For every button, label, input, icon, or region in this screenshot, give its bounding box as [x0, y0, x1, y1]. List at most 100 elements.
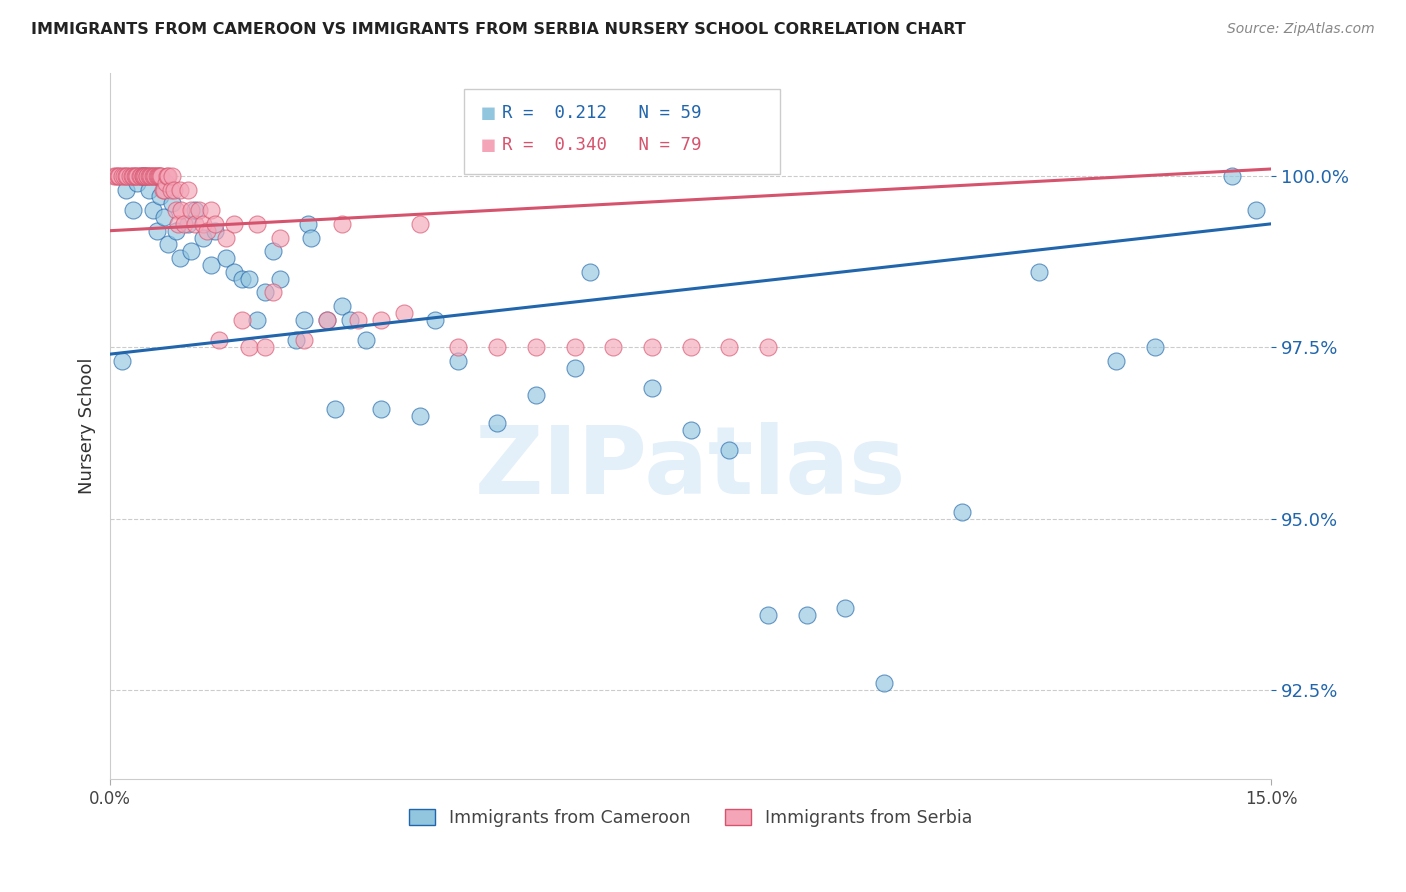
Point — [159, 183, 181, 197]
Point — [125, 169, 148, 183]
Point — [718, 443, 741, 458]
Point — [188, 203, 211, 218]
Point — [173, 217, 195, 231]
Point — [112, 169, 135, 183]
Y-axis label: Nursery School: Nursery School — [79, 358, 96, 494]
Point — [354, 334, 377, 348]
Point — [269, 230, 291, 244]
Point — [315, 313, 337, 327]
Point — [834, 600, 856, 615]
Point — [149, 169, 172, 183]
Point — [170, 203, 193, 218]
Point — [238, 340, 260, 354]
Point — [409, 409, 432, 423]
Point — [184, 203, 207, 218]
Point — [1244, 203, 1267, 218]
Point — [105, 169, 128, 183]
Text: ▪: ▪ — [479, 134, 496, 157]
Text: IMMIGRANTS FROM CAMEROON VS IMMIGRANTS FROM SERBIA NURSERY SCHOOL CORRELATION CH: IMMIGRANTS FROM CAMEROON VS IMMIGRANTS F… — [31, 22, 966, 37]
Point — [195, 224, 218, 238]
Point — [269, 271, 291, 285]
Point — [146, 169, 169, 183]
Point — [136, 169, 159, 183]
Point — [215, 251, 238, 265]
Point — [292, 334, 315, 348]
Point — [564, 340, 586, 354]
Point — [134, 169, 156, 183]
Point — [135, 169, 157, 183]
Point — [231, 313, 253, 327]
Legend: Immigrants from Cameroon, Immigrants from Serbia: Immigrants from Cameroon, Immigrants fro… — [402, 802, 980, 834]
Point — [579, 265, 602, 279]
Point — [157, 169, 180, 183]
Point — [176, 183, 198, 197]
Point — [207, 334, 229, 348]
Point — [191, 217, 214, 231]
Point — [103, 169, 125, 183]
Point — [180, 244, 202, 259]
Point — [231, 271, 253, 285]
Point — [339, 313, 361, 327]
Point — [873, 676, 896, 690]
Point — [370, 313, 392, 327]
Point — [162, 183, 184, 197]
Point — [330, 217, 353, 231]
Point — [204, 217, 226, 231]
Point — [1105, 354, 1128, 368]
Point — [157, 237, 180, 252]
Point — [129, 169, 152, 183]
Point — [180, 203, 202, 218]
Point — [118, 169, 141, 183]
Point — [284, 334, 307, 348]
Point — [143, 169, 166, 183]
Text: ZIPatlas: ZIPatlas — [475, 423, 907, 515]
Point — [121, 169, 143, 183]
Point — [115, 169, 138, 183]
Point — [215, 230, 238, 244]
Point — [641, 340, 664, 354]
Point — [950, 505, 973, 519]
Text: R =  0.212   N = 59: R = 0.212 N = 59 — [502, 104, 702, 122]
Point — [134, 169, 156, 183]
Point — [184, 217, 207, 231]
Point — [124, 169, 146, 183]
Point — [679, 340, 702, 354]
Point — [149, 189, 172, 203]
Point — [145, 224, 167, 238]
Point — [315, 313, 337, 327]
Point — [132, 169, 155, 183]
Point — [169, 251, 191, 265]
Point — [160, 196, 183, 211]
Point — [447, 340, 470, 354]
Point — [108, 169, 131, 183]
Point — [246, 217, 269, 231]
Point — [1028, 265, 1050, 279]
Point — [160, 169, 183, 183]
Point — [156, 169, 179, 183]
Point — [1222, 169, 1244, 183]
Point — [602, 340, 624, 354]
Point — [142, 169, 165, 183]
Point — [114, 169, 136, 183]
Point — [756, 340, 779, 354]
Point — [425, 313, 447, 327]
Point — [169, 183, 191, 197]
Point — [262, 285, 284, 300]
Point — [253, 285, 276, 300]
Point — [145, 169, 167, 183]
Point — [486, 416, 509, 430]
Point — [200, 203, 222, 218]
Point — [200, 258, 222, 272]
Point — [167, 217, 190, 231]
Point — [262, 244, 284, 259]
Point — [122, 203, 145, 218]
Point — [409, 217, 432, 231]
Point — [641, 381, 664, 395]
Point — [114, 183, 136, 197]
Point — [134, 169, 156, 183]
Point — [292, 313, 315, 327]
Point — [153, 183, 176, 197]
Point — [370, 401, 392, 416]
Point — [204, 224, 226, 238]
Point — [155, 176, 177, 190]
